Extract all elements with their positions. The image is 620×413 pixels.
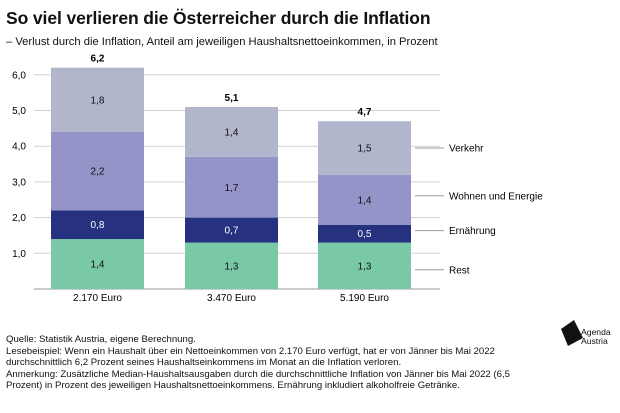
segment-value-label: 1,5 — [358, 143, 372, 154]
reading-example: Lesebeispiel: Wenn ein Haushalt über ein… — [6, 345, 495, 369]
logo-text-agenda: Agenda — [581, 327, 611, 337]
segment-value-label: 1,3 — [225, 261, 239, 272]
bar-segment — [185, 106, 278, 157]
legend-label: Rest — [449, 265, 470, 276]
bar-total-label: 6,2 — [91, 54, 105, 65]
y-tick-label: 5,0 — [12, 106, 26, 117]
chart-title: So viel verlieren die Österreicher durch… — [6, 8, 431, 28]
segment-value-label: 0,7 — [225, 226, 239, 237]
chart-footer: Quelle: Statistik Austria, eigene Berech… — [6, 334, 546, 392]
legend-label: Wohnen und Energie — [449, 191, 543, 202]
bar-segment — [51, 131, 144, 211]
segment-value-label: 1,3 — [358, 261, 372, 272]
bar-segment — [318, 242, 411, 289]
y-tick-label: 1,0 — [12, 249, 26, 260]
bar-segment — [51, 239, 144, 289]
segment-value-label: 0,5 — [358, 229, 372, 240]
y-tick-label: 3,0 — [12, 177, 26, 188]
bar-segment — [185, 242, 278, 289]
x-tick-label: 5.190 Euro — [340, 293, 389, 304]
source-note: Quelle: Statistik Austria, eigene Berech… — [6, 334, 196, 345]
bar-segment — [51, 67, 144, 132]
segment-value-label: 1,4 — [91, 260, 105, 271]
chart-subtitle: – Verlust durch die Inflation, Anteil am… — [6, 36, 438, 48]
segment-value-label: 1,8 — [91, 95, 105, 106]
segment-value-label: 1,7 — [225, 183, 239, 194]
y-tick-label: 6,0 — [12, 70, 26, 81]
x-tick-label: 3.470 Euro — [207, 293, 256, 304]
legend-label: Ernährung — [449, 226, 496, 237]
segment-value-label: 1,4 — [358, 195, 372, 206]
bar-segment — [318, 174, 411, 225]
y-tick-label: 2,0 — [12, 213, 26, 224]
stacked-bar-chart: 1,0 2,0 3,0 4,0 5,0 6,0 1,4 0,8 2,2 1,8 6,2 2.170 E… — [12, 54, 543, 304]
segment-value-label: 2,2 — [91, 167, 105, 178]
legend-label: Verkehr — [449, 143, 484, 154]
bar-segment — [318, 121, 411, 175]
y-tick-label: 4,0 — [12, 142, 26, 153]
segment-value-label: 1,4 — [225, 127, 239, 138]
bar-total-label: 4,7 — [358, 107, 372, 118]
x-tick-label: 2.170 Euro — [73, 293, 122, 304]
bar-segment — [185, 217, 278, 243]
methodology-note: Anmerkung: Zusätzliche Median-Haushaltsa… — [6, 368, 510, 392]
logo-text-austria: Austria — [581, 336, 608, 346]
bar-total-label: 5,1 — [225, 93, 239, 104]
agenda-austria-logo-icon — [561, 320, 583, 346]
segment-value-label: 0,8 — [91, 220, 105, 231]
bar-segment — [318, 224, 411, 243]
bar-segment — [185, 156, 278, 218]
bar-segment — [51, 210, 144, 240]
